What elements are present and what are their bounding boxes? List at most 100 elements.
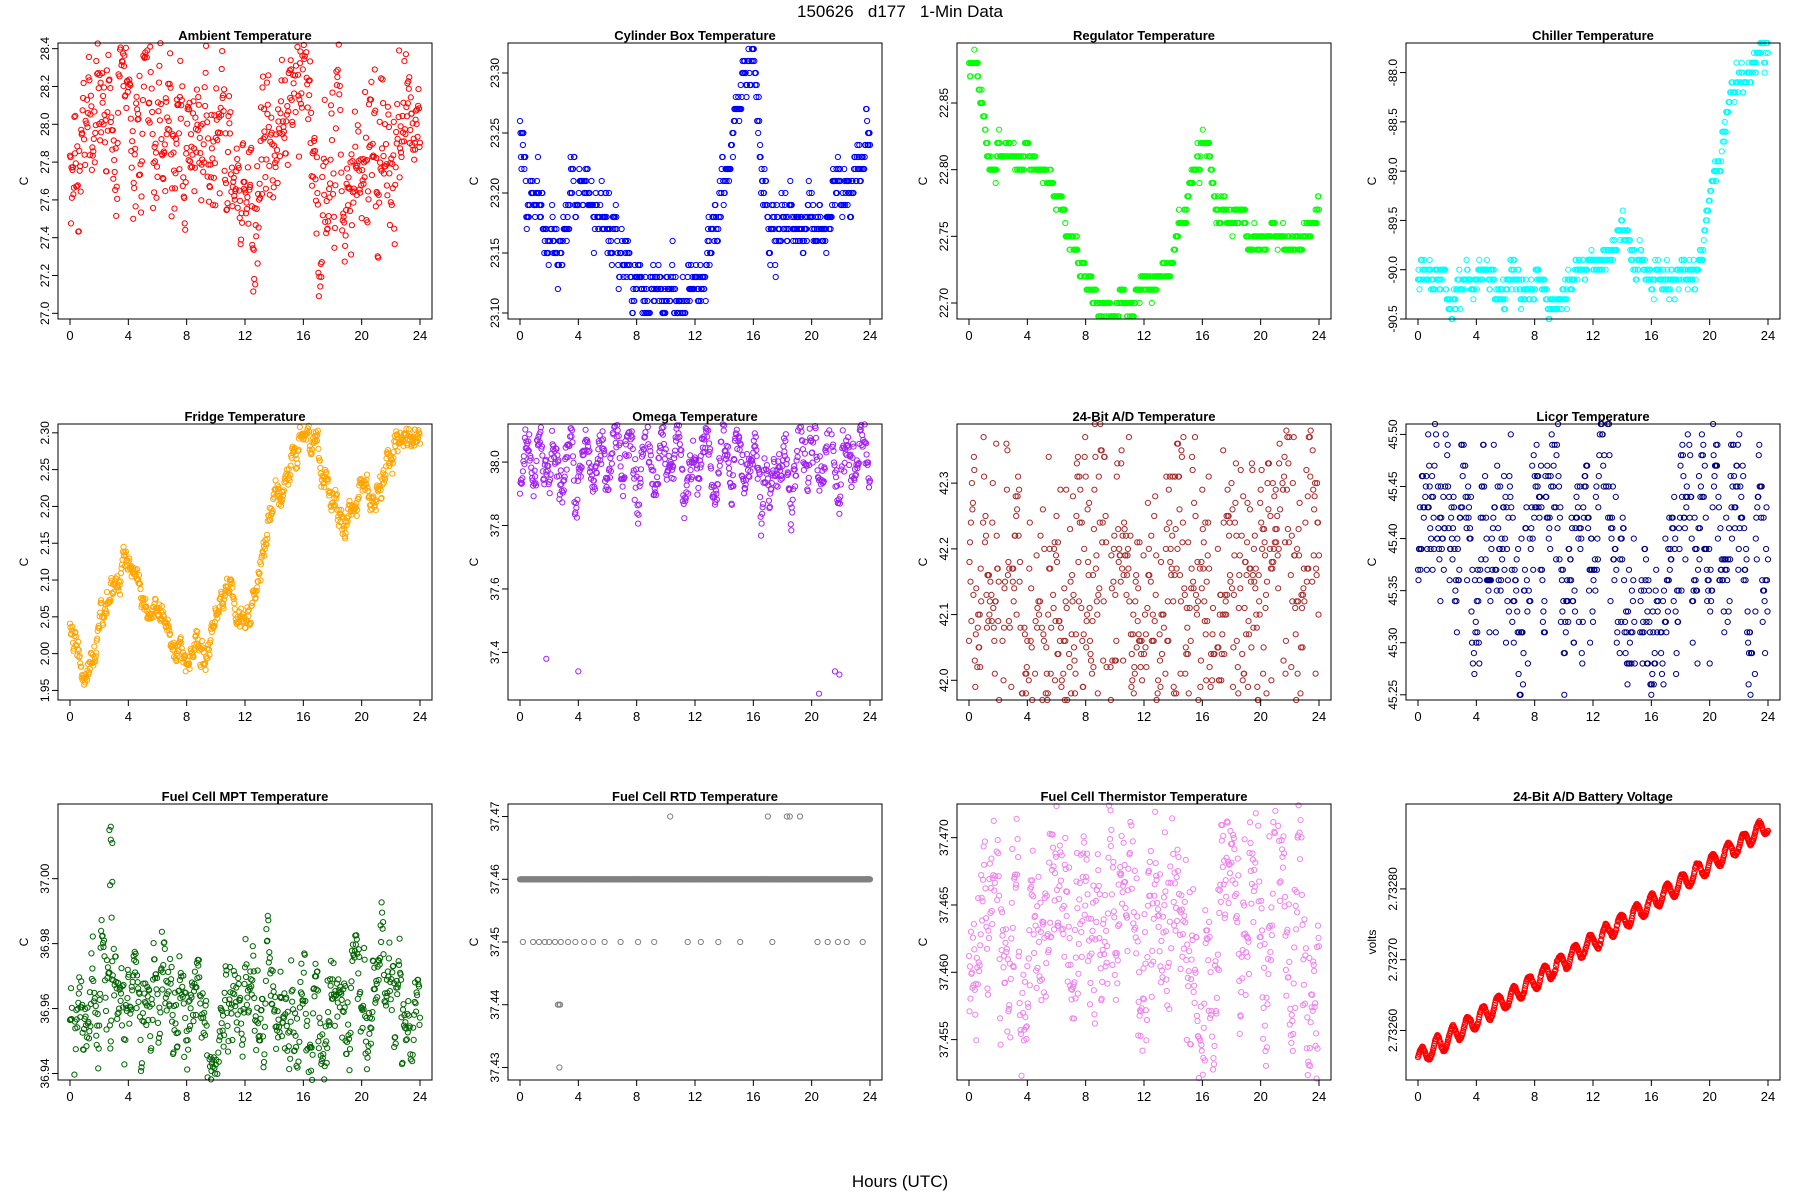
data-point — [278, 498, 285, 506]
data-point — [1234, 664, 1241, 671]
y-tick-label: -90.5 — [1386, 305, 1400, 333]
data-point — [1181, 585, 1188, 592]
data-point — [1613, 246, 1620, 254]
data-point — [752, 69, 759, 77]
data-point — [1027, 637, 1034, 644]
data-point — [668, 285, 675, 293]
data-point — [339, 227, 346, 234]
data-point — [387, 460, 394, 467]
data-point — [184, 120, 191, 127]
data-point — [321, 483, 328, 491]
data-point — [1160, 624, 1167, 631]
data-point — [1436, 276, 1444, 283]
data-point — [249, 245, 256, 252]
data-point — [1201, 618, 1208, 625]
data-point — [363, 157, 371, 164]
data-point — [529, 474, 536, 481]
data-point — [1725, 108, 1732, 116]
data-point — [1163, 526, 1170, 533]
data-point — [383, 182, 390, 189]
data-point — [403, 425, 410, 432]
data-point — [1226, 572, 1234, 579]
data-point — [151, 189, 158, 196]
y-axis-label: C — [468, 176, 481, 185]
y-tick-label: 22.85 — [937, 88, 951, 118]
data-point — [1083, 618, 1090, 625]
data-point — [95, 85, 102, 92]
data-point — [250, 246, 257, 253]
data-point — [269, 177, 276, 184]
data-point — [333, 491, 340, 498]
data-point — [1686, 256, 1693, 263]
data-point — [116, 582, 123, 589]
data-point — [1240, 493, 1247, 500]
data-point — [811, 225, 818, 233]
data-point — [398, 435, 405, 442]
data-point — [738, 458, 745, 466]
data-point — [1147, 578, 1154, 585]
data-points — [965, 46, 1323, 320]
data-point — [1040, 631, 1047, 638]
data-point — [156, 62, 163, 69]
data-point — [1298, 246, 1306, 253]
data-point — [520, 129, 527, 137]
data-point — [1132, 598, 1139, 605]
data-point — [1712, 177, 1720, 185]
data-point — [202, 69, 209, 76]
x-tick-label: 4 — [1024, 328, 1031, 343]
data-point — [301, 55, 308, 62]
data-point — [588, 177, 595, 185]
data-point — [771, 213, 778, 221]
data-point — [414, 133, 421, 140]
figure-title: 150626 d177 1-Min Data — [796, 2, 1004, 21]
data-point — [1006, 624, 1013, 631]
data-point — [293, 455, 300, 463]
panel-chiller-temperature: Chiller Temperature C 0 4 8 12 16 20 24 -90.5 -90.… — [1366, 28, 1798, 400]
data-point — [1251, 219, 1258, 227]
data-point — [1168, 572, 1175, 579]
data-point — [1137, 664, 1144, 671]
data-point — [1016, 486, 1023, 493]
data-point — [753, 453, 760, 460]
data-point — [246, 184, 253, 191]
data-point — [560, 487, 567, 494]
x-tick-label: 12 — [238, 709, 252, 724]
data-point — [1214, 193, 1221, 200]
data-point — [1232, 499, 1239, 507]
data-point — [698, 461, 705, 468]
data-point — [293, 464, 301, 471]
data-point — [261, 128, 268, 135]
data-point — [646, 458, 653, 465]
data-point — [1127, 631, 1134, 638]
data-point — [229, 203, 236, 210]
data-point — [987, 578, 994, 585]
data-point — [730, 482, 737, 490]
data-point — [776, 451, 783, 458]
data-point — [1129, 677, 1136, 684]
data-point — [862, 439, 869, 446]
outlier-point — [575, 668, 582, 675]
data-point — [298, 90, 305, 97]
data-point — [1155, 677, 1162, 684]
data-point — [377, 486, 384, 494]
data-point — [1425, 276, 1432, 283]
data-point — [332, 182, 339, 189]
data-point — [85, 74, 92, 81]
data-point — [670, 463, 677, 471]
chart-title: Fridge Temperature — [184, 409, 305, 424]
data-point — [336, 82, 343, 90]
data-point — [1239, 650, 1246, 658]
data-point — [1491, 276, 1498, 283]
y-tick-label: -89.0 — [1386, 157, 1400, 185]
data-point — [1096, 519, 1103, 526]
data-point — [1525, 286, 1532, 293]
data-point — [637, 479, 644, 486]
data-point — [1020, 166, 1028, 173]
data-point — [586, 447, 593, 455]
data-point — [1008, 683, 1015, 690]
data-point — [620, 273, 627, 281]
data-point — [620, 492, 627, 500]
data-point — [256, 570, 263, 577]
data-point — [647, 448, 654, 455]
data-point — [152, 158, 159, 165]
